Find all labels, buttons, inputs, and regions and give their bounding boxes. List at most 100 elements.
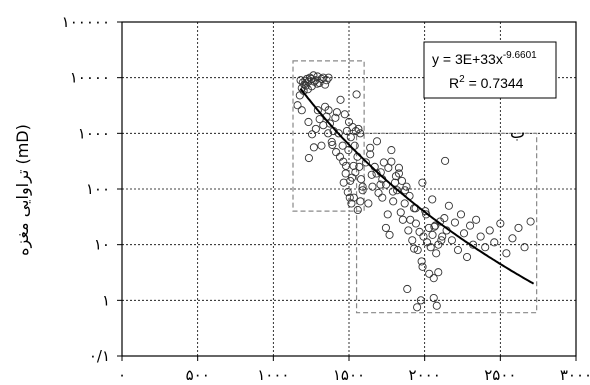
- data-point: [344, 146, 353, 155]
- x-tick-label: ۳۰۰۰: [560, 366, 590, 384]
- data-point: [332, 108, 341, 117]
- data-point: [413, 303, 422, 312]
- data-point: [343, 188, 352, 197]
- data-point: [431, 221, 440, 230]
- data-point: [485, 226, 494, 235]
- data-point: [428, 195, 437, 204]
- data-point: [462, 252, 472, 262]
- data-point: [339, 157, 348, 166]
- data-point: [313, 106, 322, 115]
- data-point: [387, 146, 396, 155]
- data-point: [353, 205, 362, 215]
- data-point: [411, 219, 420, 228]
- data-point: [388, 187, 397, 196]
- data-point: [508, 234, 517, 243]
- data-point: [389, 197, 398, 206]
- y-tick-label: ۱۰: [94, 236, 110, 254]
- data-point: [514, 223, 523, 232]
- data-point: [447, 236, 456, 245]
- data-point: [394, 163, 403, 172]
- data-point: [408, 236, 417, 245]
- x-tick-label: ۵۰۰: [186, 366, 210, 384]
- data-point: [437, 236, 446, 245]
- group-boxes: [292, 60, 538, 314]
- data-point: [418, 262, 427, 271]
- data-point: [400, 199, 409, 208]
- data-point: [336, 95, 345, 104]
- equation-box: y = 3E+33x-9.6601 R2 = 0.7344: [423, 41, 557, 99]
- data-point: [357, 175, 366, 184]
- data-point: [335, 152, 344, 161]
- x-tick-label: ۰: [118, 366, 126, 384]
- data-point: [351, 168, 360, 177]
- data-point: [367, 170, 376, 179]
- data-point: [419, 232, 428, 241]
- data-point: [472, 215, 481, 224]
- data-point: [351, 126, 360, 136]
- data-point: [430, 222, 439, 231]
- data-point: [415, 227, 424, 236]
- data-point: [440, 214, 449, 223]
- data-point: [293, 101, 302, 110]
- y-tick-label: ۱۰۰۰۰: [70, 69, 110, 87]
- data-point: [322, 76, 331, 85]
- data-point: [396, 208, 405, 217]
- data-point: [328, 140, 337, 149]
- data-point: [400, 186, 410, 195]
- data-point: [331, 113, 340, 122]
- data-point: [307, 74, 316, 83]
- data-point: [520, 243, 529, 252]
- data-point: [352, 90, 361, 99]
- data-point: [438, 232, 447, 241]
- data-point: [429, 293, 438, 303]
- data-point: [393, 186, 402, 195]
- data-point: [426, 243, 435, 252]
- data-point: [456, 210, 466, 219]
- data-point: [366, 150, 375, 159]
- panel-label: ب: [510, 123, 525, 142]
- data-point: [428, 230, 437, 239]
- group-box: [292, 60, 365, 212]
- data-point: [340, 110, 349, 119]
- group-box: [355, 132, 538, 314]
- data-point: [402, 182, 411, 191]
- data-point: [358, 186, 367, 195]
- x-tick-label: ۲۰۰۰: [409, 366, 441, 384]
- data-point: [453, 246, 463, 255]
- data-point: [421, 207, 430, 216]
- data-point: [338, 141, 347, 150]
- data-points: [293, 71, 535, 312]
- data-point: [434, 268, 443, 277]
- data-point: [361, 158, 370, 167]
- data-point: [324, 129, 333, 138]
- data-point: [417, 257, 426, 266]
- data-point: [422, 210, 431, 219]
- data-point: [319, 121, 328, 130]
- data-point: [364, 199, 373, 208]
- x-tick-label: ۲۵۰۰: [484, 366, 516, 384]
- x-tick-labels: ۰ ۵۰۰ ۱۰۰۰ ۱۵۰۰ ۲۰۰۰ ۲۵۰۰ ۳۰۰۰: [118, 356, 590, 384]
- data-point: [476, 232, 485, 241]
- data-point: [406, 215, 415, 224]
- data-point: [354, 124, 363, 133]
- data-point: [324, 73, 333, 82]
- data-point: [325, 119, 334, 128]
- data-point: [432, 249, 441, 258]
- data-point: [295, 91, 304, 100]
- data-point: [342, 126, 351, 136]
- data-point: [490, 238, 499, 247]
- data-point: [410, 244, 419, 253]
- data-point: [416, 296, 425, 305]
- data-point: [341, 169, 350, 178]
- data-point: [459, 229, 469, 238]
- data-point: [366, 143, 375, 152]
- data-point: [345, 193, 354, 202]
- data-point: [526, 217, 535, 226]
- data-point: [434, 240, 443, 249]
- data-point: [315, 115, 324, 124]
- data-point: [502, 249, 511, 258]
- data-point: [429, 274, 438, 283]
- data-point: [303, 85, 312, 94]
- data-point: [441, 156, 450, 165]
